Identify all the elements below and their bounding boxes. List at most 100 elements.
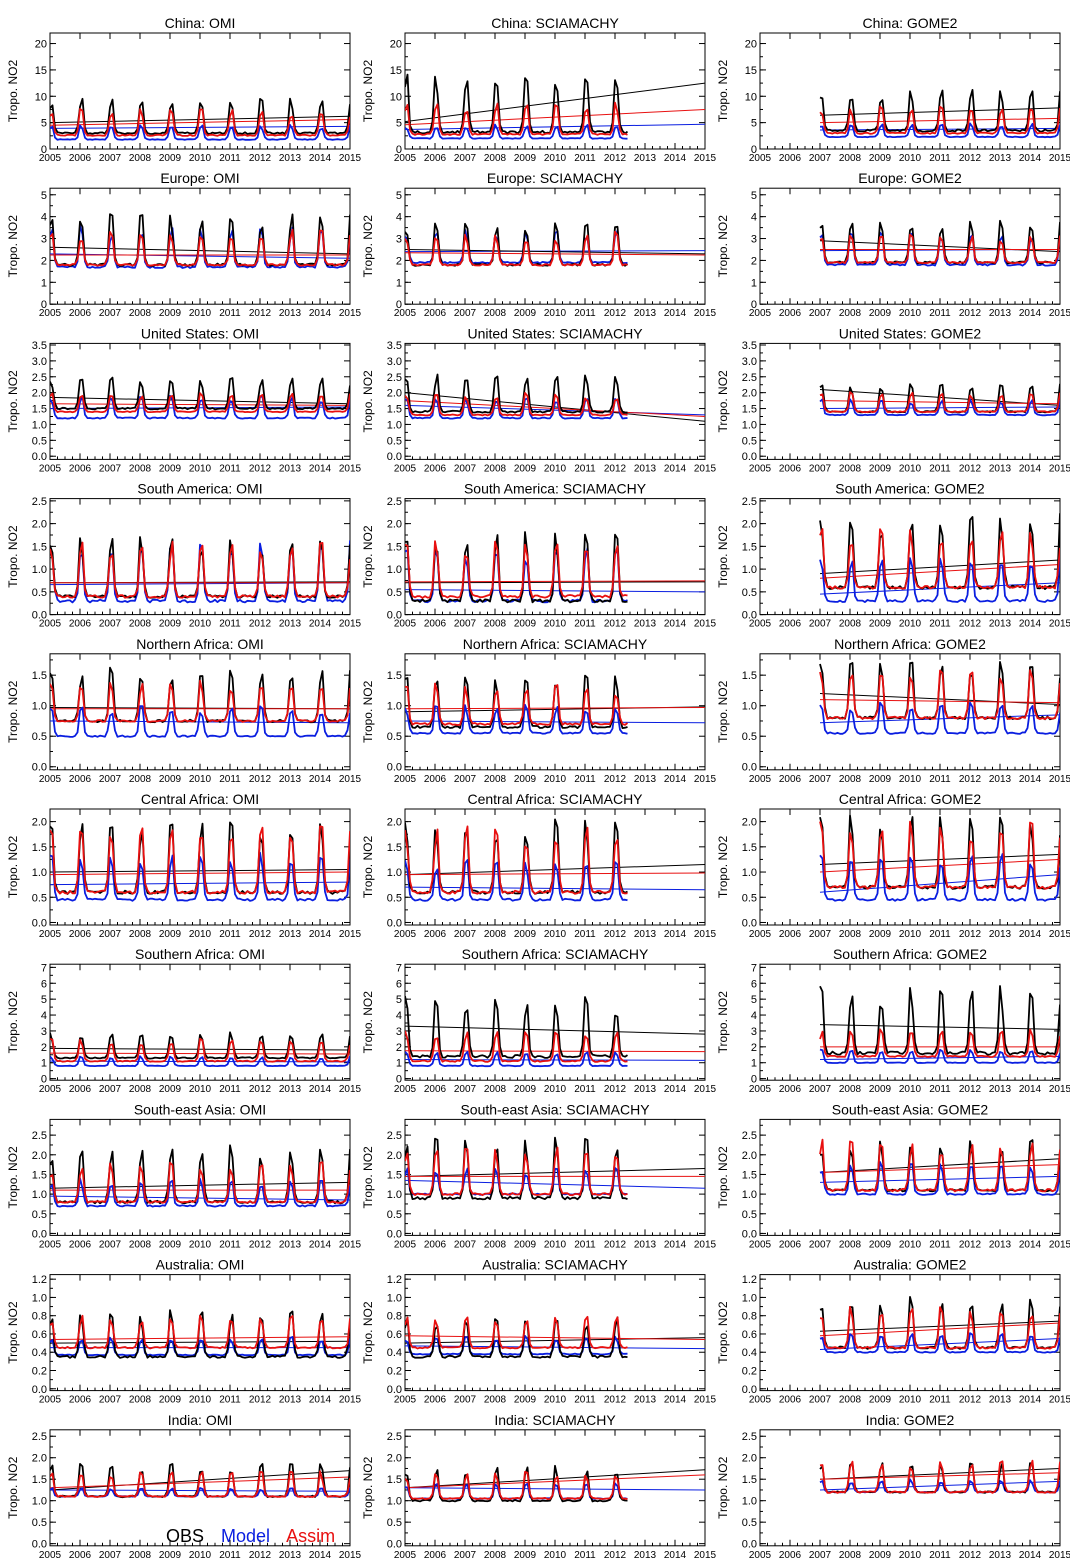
x-tick-label: 2005 bbox=[749, 463, 772, 474]
y-axis-label: Tropo. NO2 bbox=[716, 215, 730, 278]
x-tick-label: 2006 bbox=[779, 1084, 802, 1095]
x-tick-label: 2012 bbox=[959, 774, 982, 785]
y-tick-label: 2 bbox=[751, 1042, 757, 1054]
obs-trend-line bbox=[405, 1025, 705, 1035]
x-tick-label: 2005 bbox=[749, 1239, 772, 1250]
x-tick-label: 2009 bbox=[159, 1084, 182, 1095]
x-tick-label: 2013 bbox=[634, 1084, 657, 1095]
y-tick-label: 6 bbox=[41, 978, 47, 990]
x-tick-label: 2008 bbox=[839, 619, 862, 630]
y-tick-label: 4 bbox=[41, 212, 47, 224]
panel-title: United States: OMI bbox=[141, 325, 259, 341]
x-tick-label: 2007 bbox=[99, 1395, 122, 1406]
plot-area bbox=[819, 1459, 1060, 1494]
y-tick-label: 3 bbox=[41, 234, 47, 246]
x-tick-label: 2006 bbox=[779, 308, 802, 319]
x-tick-label: 2010 bbox=[899, 1550, 922, 1561]
panel-27: Australia: GOME2 0.0 0.2 0.4 0.6 0.8 1.0 1.2 200… bbox=[716, 1257, 1070, 1406]
x-tick-label: 2006 bbox=[779, 153, 802, 164]
y-tick-label: 1.0 bbox=[32, 701, 47, 713]
plot-area bbox=[405, 818, 705, 902]
x-tick-label: 2014 bbox=[309, 1239, 332, 1250]
y-tick-label: 10 bbox=[35, 91, 47, 103]
x-tick-label: 2014 bbox=[664, 929, 687, 940]
x-tick-label: 2015 bbox=[339, 1550, 362, 1561]
y-axis-label: Tropo. NO2 bbox=[6, 1301, 20, 1364]
y-tick-label: 20 bbox=[390, 39, 402, 51]
model-series-line bbox=[820, 122, 1060, 139]
y-tick-label: 0 bbox=[751, 1074, 757, 1086]
x-tick-label: 2011 bbox=[929, 463, 951, 474]
y-axis-label: Tropo. NO2 bbox=[361, 1146, 375, 1209]
assim-trend-line bbox=[405, 108, 705, 126]
model-trend-line bbox=[405, 720, 705, 724]
x-tick-label: 2011 bbox=[219, 1239, 241, 1250]
y-tick-label: 5 bbox=[751, 190, 757, 202]
panel-title: Central Africa: GOME2 bbox=[839, 791, 982, 807]
model-trend-line bbox=[50, 1195, 350, 1201]
assim-series-line bbox=[819, 1028, 1060, 1058]
panel-title: Europe: GOME2 bbox=[858, 170, 962, 186]
y-tick-label: 1.0 bbox=[32, 1189, 47, 1201]
y-tick-label: 1.5 bbox=[387, 670, 402, 682]
y-tick-label: 5 bbox=[751, 994, 757, 1006]
x-tick-label: 2015 bbox=[1049, 774, 1070, 785]
y-tick-label: 2 bbox=[396, 1042, 402, 1054]
y-tick-label: 1.0 bbox=[387, 1292, 402, 1304]
obs-trend-line bbox=[50, 869, 350, 873]
x-tick-label: 2012 bbox=[959, 1239, 982, 1250]
assim-series-line bbox=[50, 825, 350, 895]
panel-title: Europe: OMI bbox=[160, 170, 239, 186]
panel-10: South America: OMI 0.0 0.5 1.0 1.5 2.0 2.5 2005… bbox=[6, 481, 362, 630]
y-tick-label: 0.0 bbox=[32, 762, 47, 774]
y-tick-label: 1.5 bbox=[742, 842, 757, 854]
y-tick-label: 7 bbox=[751, 962, 757, 974]
x-tick-label: 2011 bbox=[574, 1084, 596, 1095]
x-tick-label: 2013 bbox=[989, 1550, 1012, 1561]
obs-series-line bbox=[50, 1031, 350, 1060]
plot-frame bbox=[759, 187, 1061, 305]
x-tick-label: 2005 bbox=[749, 929, 772, 940]
assim-series-line bbox=[405, 230, 628, 267]
x-tick-label: 2013 bbox=[634, 1395, 657, 1406]
y-tick-label: 1.5 bbox=[387, 1474, 402, 1486]
assim-series-line bbox=[405, 1315, 628, 1350]
x-tick-label: 2008 bbox=[129, 1084, 152, 1095]
x-tick-label: 2005 bbox=[394, 1239, 417, 1250]
assim-series-line bbox=[50, 540, 350, 599]
assim-trend-line bbox=[50, 1336, 350, 1340]
x-tick-label: 2010 bbox=[189, 153, 212, 164]
panel-4: Europe: OMI 0 1 2 3 4 5 2005 2006 2007 2008 2009 201… bbox=[6, 170, 362, 319]
assim-series-line bbox=[50, 1161, 350, 1204]
x-tick-label: 2009 bbox=[514, 153, 537, 164]
y-axis-label: Tropo. NO2 bbox=[361, 1456, 375, 1519]
model-series-line bbox=[50, 851, 350, 902]
x-tick-label: 2012 bbox=[959, 463, 982, 474]
assim-series-line bbox=[405, 101, 628, 136]
x-tick-label: 2012 bbox=[249, 774, 272, 785]
y-tick-label: 0.5 bbox=[742, 731, 757, 743]
y-tick-label: 2.0 bbox=[32, 1150, 47, 1162]
panel-11: South America: SCIAMACHY 0.0 0.5 1.0 1.5 2.0 2… bbox=[361, 481, 717, 630]
y-tick-label: 1 bbox=[396, 1058, 402, 1070]
obs-series-line bbox=[50, 376, 350, 411]
x-tick-label: 2015 bbox=[694, 929, 717, 940]
x-tick-label: 2009 bbox=[514, 1084, 537, 1095]
y-tick-label: 4 bbox=[751, 1010, 757, 1022]
x-tick-label: 2013 bbox=[989, 929, 1012, 940]
obs-trend-line bbox=[405, 248, 705, 255]
legend-model: Model bbox=[221, 1526, 271, 1546]
y-tick-label: 0 bbox=[751, 299, 757, 311]
y-tick-label: 3.5 bbox=[742, 340, 757, 352]
obs-series-line bbox=[405, 995, 628, 1059]
x-tick-label: 2006 bbox=[69, 619, 92, 630]
x-tick-label: 2014 bbox=[309, 1550, 332, 1561]
assim-series-line bbox=[405, 392, 628, 417]
x-tick-label: 2005 bbox=[39, 308, 62, 319]
x-tick-label: 2005 bbox=[749, 153, 772, 164]
x-tick-label: 2012 bbox=[604, 308, 627, 319]
x-tick-label: 2013 bbox=[989, 153, 1012, 164]
assim-series-line bbox=[405, 540, 628, 599]
plot-frame bbox=[404, 1274, 706, 1392]
y-tick-label: 6 bbox=[396, 978, 402, 990]
